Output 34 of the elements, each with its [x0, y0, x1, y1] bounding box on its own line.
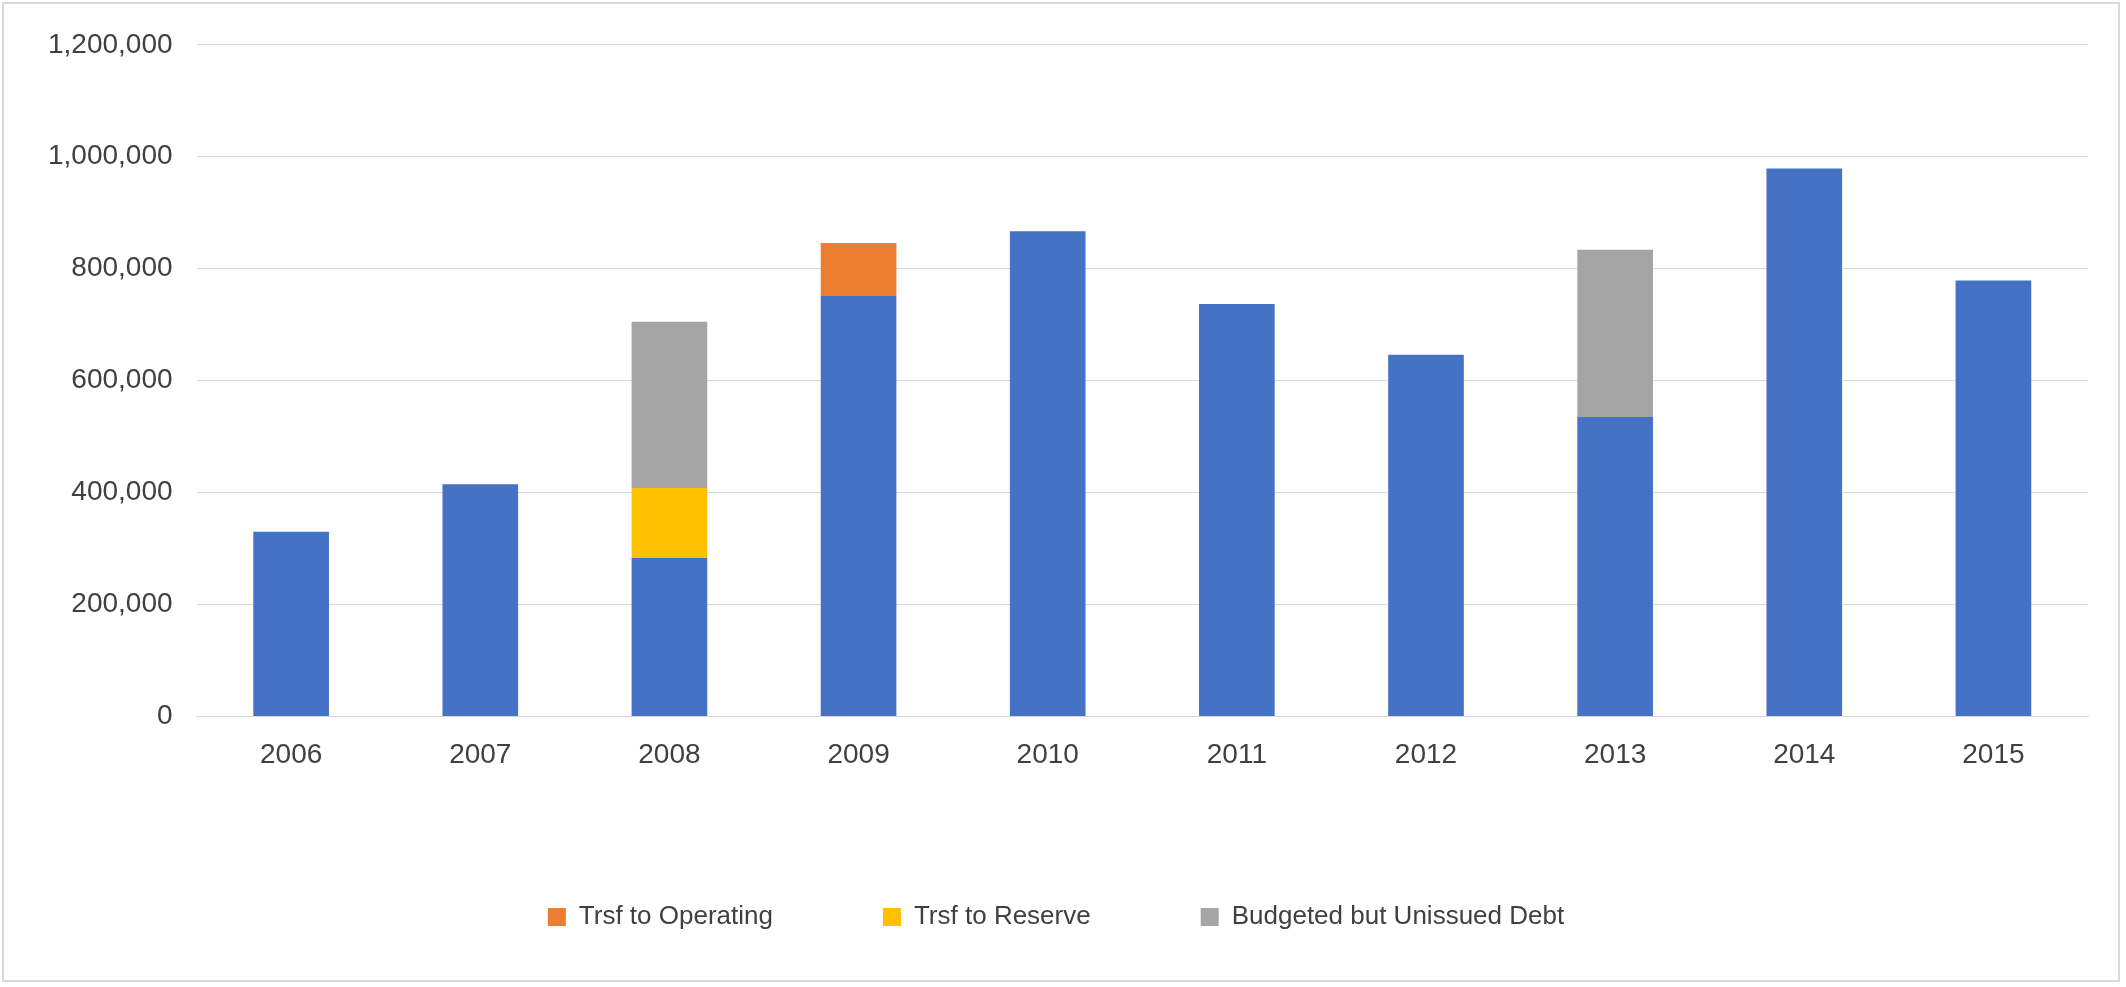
y-tick-label: 1,200,000	[47, 27, 173, 59]
bar	[1766, 168, 1843, 716]
x-tick-label: 2010	[1016, 737, 1079, 769]
x-tick-label: 2011	[1206, 737, 1267, 769]
legend-label: Budgeted but Unissued Debt	[1231, 900, 1565, 931]
y-tick-label: 1,000,000	[47, 139, 173, 171]
x-tick-label: 2006	[259, 737, 323, 769]
bar	[1577, 416, 1653, 716]
bar	[442, 484, 519, 716]
y-tick-label: 800,000	[71, 251, 173, 283]
x-tick-label: 2013	[1583, 737, 1647, 769]
bar	[820, 296, 897, 716]
x-tick-label: 2009	[827, 737, 890, 769]
y-tick-label: 200,000	[71, 587, 173, 619]
bar	[1009, 231, 1086, 716]
y-tick-label: 600,000	[71, 363, 173, 395]
x-tick-label: 2014	[1773, 737, 1836, 769]
bar	[1577, 249, 1653, 417]
bar	[253, 531, 329, 716]
x-tick-label: 2015	[1962, 737, 2025, 769]
bar	[820, 242, 897, 297]
bar	[631, 321, 708, 489]
bar	[1955, 280, 2032, 716]
x-tick-label: 2008	[638, 737, 701, 769]
legend-label: Trsf to Reserve	[913, 900, 1091, 931]
bar	[631, 488, 708, 559]
bar	[1388, 354, 1464, 716]
x-tick-label: 2007	[449, 737, 512, 769]
bar	[1199, 303, 1275, 716]
x-tick-label: 2012	[1394, 737, 1458, 769]
y-tick-label: 0	[156, 699, 173, 731]
y-tick-label: 400,000	[71, 475, 173, 507]
bar	[631, 558, 708, 716]
legend-label: Trsf to Operating	[578, 900, 773, 931]
